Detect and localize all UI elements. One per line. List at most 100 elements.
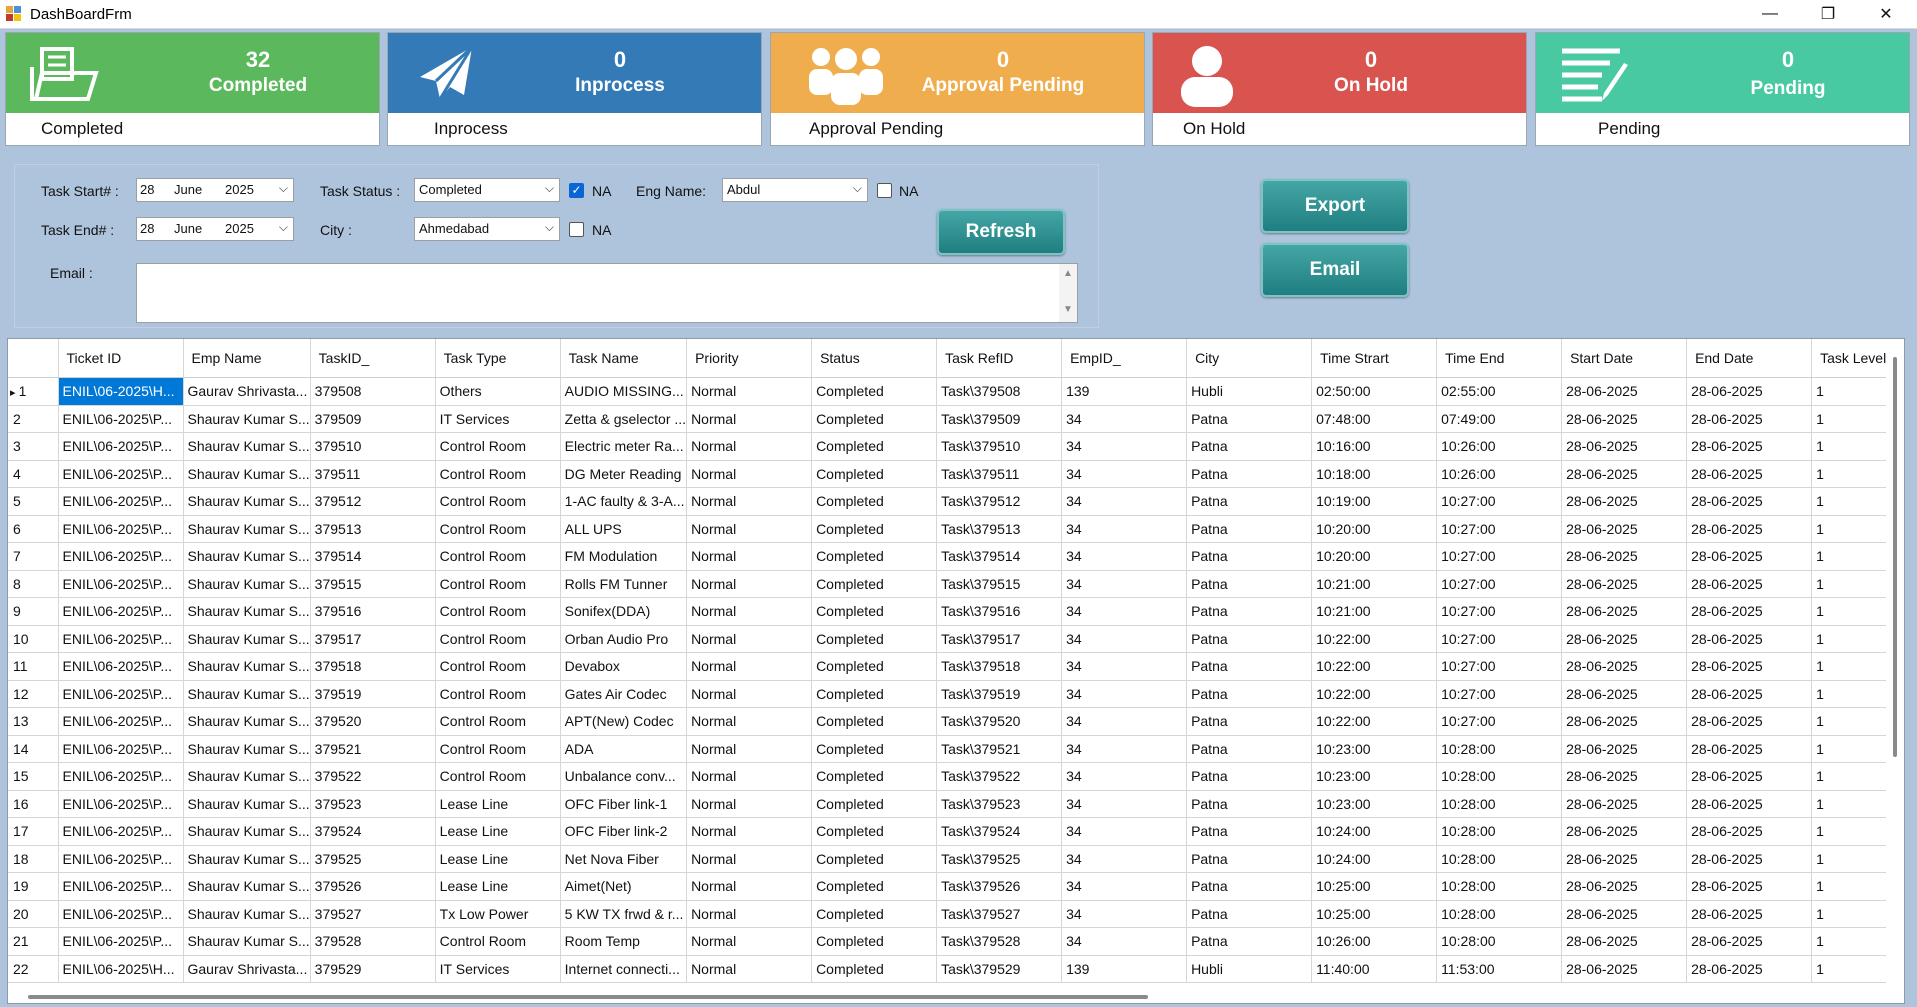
task-end-date-picker[interactable]: 28 June 2025 ⌵ <box>136 217 294 241</box>
table-cell[interactable]: 28-06-2025 <box>1686 955 1813 983</box>
table-cell[interactable]: Patna <box>1186 817 1313 846</box>
table-cell[interactable]: Electric meter Ra... <box>560 432 688 461</box>
table-cell[interactable]: Task\379516 <box>936 597 1063 626</box>
table-cell[interactable]: Shaurav Kumar S... <box>183 405 311 433</box>
table-cell[interactable]: 10:20:00 <box>1311 515 1438 543</box>
maximize-button[interactable]: ❐ <box>1820 6 1836 23</box>
table-cell[interactable]: 10:27:00 <box>1436 625 1563 653</box>
table-cell[interactable]: OFC Fiber link-1 <box>560 790 688 818</box>
table-row[interactable]: 21 ENIL\06-2025\P... Shaurav Kumar S... 379… <box>8 927 1888 956</box>
table-cell[interactable]: 28-06-2025 <box>1561 680 1688 708</box>
table-row[interactable]: ▸ 1 ENIL\06-2025\H... Gaurav Shrivasta... 3… <box>8 377 1888 406</box>
table-cell[interactable]: 10:28:00 <box>1436 817 1563 846</box>
table-cell[interactable]: Gaurav Shrivasta... <box>183 955 311 983</box>
table-cell[interactable]: 28-06-2025 <box>1561 515 1688 543</box>
table-cell[interactable]: ENIL\06-2025\P... <box>58 707 184 736</box>
table-cell[interactable]: Completed <box>811 432 938 461</box>
table-cell[interactable]: 34 <box>1061 735 1188 763</box>
table-cell[interactable]: 1 <box>1811 955 1888 983</box>
export-button[interactable]: Export <box>1261 179 1409 233</box>
table-row[interactable]: 18 ENIL\06-2025\P... Shaurav Kumar S... 379… <box>8 845 1888 873</box>
table-cell[interactable]: 34 <box>1061 762 1188 791</box>
table-cell[interactable]: Completed <box>811 625 938 653</box>
task-start-date-picker[interactable]: 28 June 2025 ⌵ <box>136 178 294 202</box>
table-cell[interactable]: Normal <box>686 900 813 928</box>
row-header[interactable]: 5 <box>8 487 59 516</box>
table-cell[interactable]: Completed <box>811 735 938 763</box>
table-cell[interactable]: Completed <box>811 707 938 736</box>
table-cell[interactable]: 28-06-2025 <box>1561 762 1688 791</box>
table-cell[interactable]: 28-06-2025 <box>1561 900 1688 928</box>
table-cell[interactable]: 10:27:00 <box>1436 515 1563 543</box>
table-cell[interactable]: Normal <box>686 597 813 626</box>
table-cell[interactable]: Control Room <box>435 735 561 763</box>
table-cell[interactable]: Normal <box>686 790 813 818</box>
table-cell[interactable]: 02:55:00 <box>1436 377 1563 406</box>
table-cell[interactable]: 10:22:00 <box>1311 680 1438 708</box>
table-cell[interactable]: Shaurav Kumar S... <box>183 680 311 708</box>
table-cell[interactable]: Shaurav Kumar S... <box>183 735 311 763</box>
table-row[interactable]: 22 ENIL\06-2025\H... Gaurav Shrivasta... 37… <box>8 955 1888 983</box>
table-cell[interactable]: 10:27:00 <box>1436 707 1563 736</box>
table-cell[interactable]: 28-06-2025 <box>1561 377 1688 406</box>
table-cell[interactable]: 1 <box>1811 762 1888 791</box>
table-cell[interactable]: Shaurav Kumar S... <box>183 927 311 956</box>
table-cell[interactable]: IT Services <box>435 405 561 433</box>
column-header[interactable]: Time Strart <box>1311 339 1438 378</box>
table-cell[interactable]: 34 <box>1061 487 1188 516</box>
table-cell[interactable]: 28-06-2025 <box>1686 652 1813 681</box>
row-header[interactable]: 15 <box>8 762 59 791</box>
table-cell[interactable]: ENIL\06-2025\P... <box>58 597 184 626</box>
row-header[interactable]: 9 <box>8 597 59 626</box>
table-cell[interactable]: 28-06-2025 <box>1686 845 1813 873</box>
table-cell[interactable]: 1 <box>1811 900 1888 928</box>
table-cell[interactable]: Task\379520 <box>936 707 1063 736</box>
table-cell[interactable]: Shaurav Kumar S... <box>183 817 311 846</box>
table-cell[interactable]: ENIL\06-2025\P... <box>58 790 184 818</box>
table-cell[interactable]: 10:28:00 <box>1436 927 1563 956</box>
table-cell[interactable]: Normal <box>686 872 813 901</box>
table-row[interactable]: 12 ENIL\06-2025\P... Shaurav Kumar S... 379… <box>8 680 1888 708</box>
table-cell[interactable]: 1 <box>1811 487 1888 516</box>
scroll-thumb[interactable] <box>1893 357 1897 757</box>
table-cell[interactable]: 1 <box>1811 570 1888 598</box>
table-cell[interactable]: Task\379513 <box>936 515 1063 543</box>
row-header[interactable]: 18 <box>8 845 59 873</box>
table-cell[interactable]: Completed <box>811 377 938 406</box>
table-cell[interactable]: Patna <box>1186 790 1313 818</box>
table-cell[interactable]: 10:18:00 <box>1311 460 1438 488</box>
table-cell[interactable]: Sonifex(DDA) <box>560 597 688 626</box>
table-cell[interactable]: Control Room <box>435 597 561 626</box>
table-cell[interactable]: Control Room <box>435 927 561 956</box>
scroll-up-icon[interactable]: ▲ <box>1063 268 1073 279</box>
table-cell[interactable]: 139 <box>1061 377 1188 406</box>
table-cell[interactable]: 10:26:00 <box>1311 927 1438 956</box>
table-cell[interactable]: ENIL\06-2025\P... <box>58 845 184 873</box>
table-cell[interactable]: ENIL\06-2025\P... <box>58 872 184 901</box>
column-header[interactable]: Status <box>811 339 938 378</box>
table-cell[interactable]: 10:21:00 <box>1311 570 1438 598</box>
row-header[interactable]: 2 <box>8 405 59 433</box>
table-cell[interactable]: 1 <box>1811 405 1888 433</box>
table-cell[interactable]: 34 <box>1061 845 1188 873</box>
table-cell[interactable]: 379529 <box>310 955 436 983</box>
table-cell[interactable]: Control Room <box>435 542 561 571</box>
table-cell[interactable]: 28-06-2025 <box>1686 927 1813 956</box>
table-cell[interactable]: Normal <box>686 652 813 681</box>
scroll-down-icon[interactable]: ▼ <box>1063 304 1073 315</box>
column-header[interactable]: Task Name <box>560 339 688 378</box>
row-header[interactable]: 11 <box>8 652 59 681</box>
table-cell[interactable]: 1 <box>1811 845 1888 873</box>
table-cell[interactable]: 379509 <box>310 405 436 433</box>
table-cell[interactable]: 379527 <box>310 900 436 928</box>
table-cell[interactable]: 28-06-2025 <box>1561 845 1688 873</box>
table-cell[interactable]: Task\379518 <box>936 652 1063 681</box>
row-header[interactable]: 21 <box>8 927 59 956</box>
table-cell[interactable]: Zetta & gselector ... <box>560 405 688 433</box>
table-cell[interactable]: Completed <box>811 597 938 626</box>
row-header[interactable]: 12 <box>8 680 59 708</box>
table-cell[interactable]: Patna <box>1186 735 1313 763</box>
table-cell[interactable]: Task\379519 <box>936 680 1063 708</box>
table-cell[interactable]: 28-06-2025 <box>1686 515 1813 543</box>
table-cell[interactable]: 28-06-2025 <box>1686 817 1813 846</box>
